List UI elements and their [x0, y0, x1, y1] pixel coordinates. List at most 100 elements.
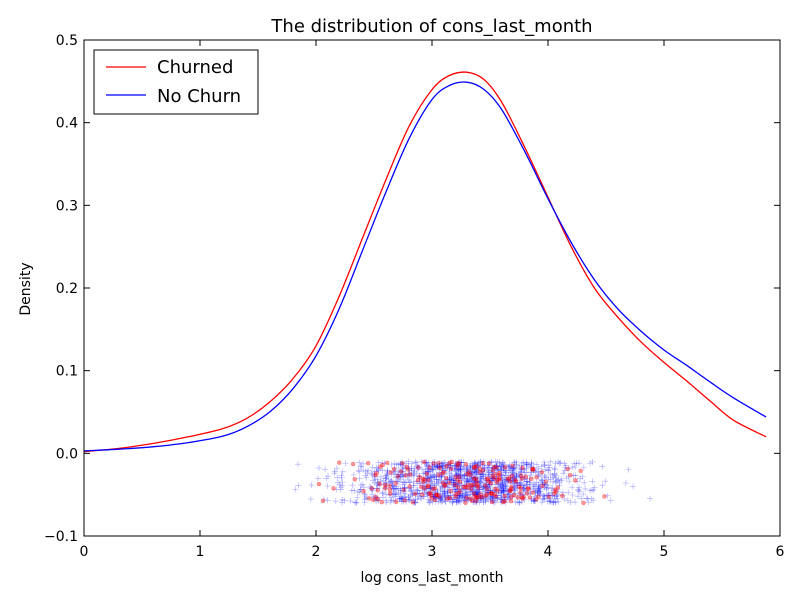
rug-marker — [393, 483, 400, 490]
rug-marker — [432, 494, 439, 501]
rug-marker — [337, 460, 342, 465]
rug-marker — [413, 486, 420, 493]
rug-marker — [551, 466, 558, 473]
rug-marker — [498, 487, 505, 494]
rug-marker — [429, 471, 436, 478]
rug-marker — [580, 464, 587, 471]
rug-marker — [541, 459, 548, 466]
y-tick-label-5: 0.4 — [56, 116, 78, 132]
rug-marker — [500, 487, 507, 494]
rug-marker — [528, 460, 535, 467]
rug-marker — [417, 480, 424, 487]
rug-marker — [478, 475, 485, 482]
rug-marker — [530, 480, 537, 487]
rug-marker — [527, 495, 533, 500]
rug-marker — [386, 491, 393, 498]
rug-marker — [452, 466, 459, 473]
rug-marker — [502, 482, 509, 489]
rug-marker — [339, 496, 346, 503]
rug-marker — [541, 472, 548, 479]
rug-marker — [541, 492, 548, 499]
rug-marker — [430, 473, 437, 480]
rug-marker — [314, 475, 321, 482]
rug-marker — [441, 490, 448, 497]
rug-marker — [502, 498, 507, 504]
rug-marker — [431, 461, 438, 468]
rug-marker — [552, 498, 559, 505]
rug-marker — [535, 485, 542, 492]
rug-marker — [446, 462, 453, 469]
rug-marker — [541, 474, 548, 481]
rug-marker — [550, 478, 557, 485]
rug-marker — [383, 474, 390, 481]
rug-marker — [585, 499, 592, 506]
rug-marker — [387, 487, 393, 492]
rug-marker — [455, 494, 462, 501]
rug-marker — [477, 479, 484, 486]
rug-marker — [486, 476, 491, 481]
rug-marker — [334, 479, 341, 486]
rug-marker — [402, 478, 409, 485]
rug-marker — [337, 486, 344, 493]
rug-marker — [527, 472, 534, 479]
rug-marker — [474, 491, 481, 498]
rug-marker — [425, 499, 432, 506]
rug-marker — [409, 491, 416, 498]
rug-marker — [411, 472, 418, 479]
rug-marker — [520, 459, 527, 466]
rug-marker — [472, 478, 479, 485]
rug-marker — [488, 459, 495, 466]
rug-marker — [513, 479, 519, 484]
rug-marker — [393, 491, 400, 498]
rug-marker — [440, 471, 445, 476]
rug-marker — [397, 473, 404, 480]
rug-marker — [449, 498, 456, 505]
rug-marker — [384, 468, 391, 475]
rug-marker — [461, 497, 468, 504]
rug-marker — [452, 467, 459, 474]
rug-marker — [426, 499, 433, 506]
rug-marker — [416, 465, 421, 470]
rug-marker — [574, 493, 581, 500]
rug-marker — [502, 483, 509, 490]
rug-marker — [447, 480, 452, 485]
rug-marker — [557, 459, 564, 466]
rug-marker — [403, 460, 410, 467]
rug-marker — [584, 495, 591, 502]
rug-marker — [414, 463, 421, 470]
rug-marker — [339, 468, 346, 475]
rug-marker — [457, 474, 462, 480]
rug-marker — [372, 496, 379, 503]
rug-marker — [547, 476, 554, 483]
rug-marker — [437, 497, 444, 504]
rug-marker — [455, 464, 460, 469]
rug-marker — [503, 465, 508, 470]
rug-marker — [541, 481, 548, 488]
rug-marker — [387, 478, 394, 485]
rug-marker — [411, 468, 418, 475]
rug-marker — [479, 462, 486, 469]
rug-marker — [429, 482, 436, 489]
rug-marker — [523, 460, 530, 467]
rug-marker — [493, 494, 499, 499]
rug-marker — [438, 494, 445, 501]
rug-marker — [569, 464, 576, 471]
rug-marker — [385, 476, 392, 483]
rug-marker — [507, 479, 513, 484]
rug-marker — [457, 463, 464, 470]
rug-marker — [453, 498, 460, 505]
rug-marker — [500, 459, 507, 466]
rug-marker — [573, 478, 578, 483]
rug-marker — [542, 482, 549, 489]
rug-marker — [552, 475, 559, 482]
rug-marker — [405, 466, 412, 473]
rug-marker — [511, 474, 518, 481]
rug-marker — [388, 478, 395, 485]
rug-marker — [446, 470, 453, 477]
rug-marker — [369, 464, 376, 471]
rug-marker — [509, 493, 516, 500]
series-line-churned — [83, 71, 767, 453]
rug-marker — [341, 497, 348, 504]
rug-marker — [535, 472, 542, 479]
rug-marker — [461, 490, 468, 497]
